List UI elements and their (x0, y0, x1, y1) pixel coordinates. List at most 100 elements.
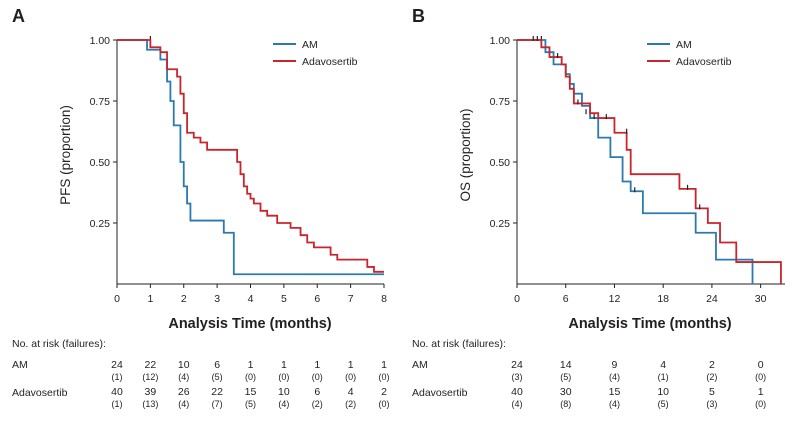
risk-failures: (0) (278, 372, 289, 382)
x-tick-label: 1 (147, 293, 153, 305)
risk-count: 40 (111, 386, 123, 398)
risk-failures: (4) (278, 399, 289, 409)
legend-adavosertib-label: Adavosertib (302, 56, 358, 68)
risk-count: 1 (758, 386, 764, 398)
x-tick-label: 3 (214, 293, 220, 305)
y-tick-label: 0.75 (490, 96, 511, 108)
risk-failures: (5) (212, 372, 223, 382)
panel-b-series (517, 36, 782, 284)
x-tick-label: 0 (514, 293, 520, 305)
risk-failures: (3) (512, 372, 523, 382)
panel-b: B OS (proportion) Analysis Time (months)… (412, 6, 785, 409)
risk-count: 1 (381, 359, 387, 371)
risk-count: 1 (314, 359, 320, 371)
legend-adavosertib-label: Adavosertib (676, 56, 732, 68)
risk-count: 4 (348, 386, 354, 398)
km-curve-adavosertib (117, 39, 384, 273)
risk-count: 6 (314, 386, 320, 398)
risk-count: 22 (211, 386, 223, 398)
risk-count: 14 (560, 359, 572, 371)
x-tick-label: 2 (181, 293, 187, 305)
risk-count: 24 (511, 359, 523, 371)
x-tick-label: 12 (609, 293, 621, 305)
y-tick-label: 1.00 (90, 35, 111, 47)
x-tick-label: 30 (755, 293, 767, 305)
risk-failures: (0) (755, 399, 766, 409)
panel-a-axes: 0 1 2 3 4 5 6 7 8 0.25 0.50 0.75 1.00 (90, 35, 388, 305)
risk-failures: (13) (142, 399, 158, 409)
risk-count: 10 (657, 386, 669, 398)
risk-failures: (8) (560, 399, 571, 409)
x-tick-label: 6 (563, 293, 569, 305)
risk-failures: (0) (755, 372, 766, 382)
risk-count: 15 (245, 386, 257, 398)
risk-count: 10 (278, 386, 290, 398)
x-tick-label: 0 (114, 293, 120, 305)
panel-a-risk-row-am-label: AM (12, 359, 28, 371)
km-curve-am (517, 39, 754, 284)
panel-b-axes: 0 6 12 18 24 30 0.25 0.50 0.75 1.00 (490, 35, 785, 305)
risk-count: 4 (660, 359, 666, 371)
y-tick-label: 0.50 (490, 157, 511, 169)
risk-failures: (0) (379, 372, 390, 382)
x-tick-label: 4 (248, 293, 254, 305)
legend-am-label: AM (302, 39, 318, 51)
risk-count: 2 (709, 359, 715, 371)
x-tick-label: 24 (706, 293, 718, 305)
y-tick-label: 0.25 (90, 218, 111, 230)
risk-failures: (12) (142, 372, 158, 382)
risk-count: 40 (511, 386, 523, 398)
x-tick-label: 8 (381, 293, 387, 305)
panel-a-risk-row-adavosertib-label: Adavosertib (12, 387, 68, 399)
y-tick-label: 0.25 (490, 218, 511, 230)
risk-failures: (4) (178, 399, 189, 409)
panel-a-risk-title: No. at risk (failures): (12, 338, 106, 350)
km-curve-adavosertib (517, 39, 782, 284)
panel-a-series (117, 36, 384, 276)
panel-b-legend: AM Adavosertib (647, 39, 732, 68)
risk-failures: (0) (245, 372, 256, 382)
risk-failures: (3) (706, 399, 717, 409)
x-tick-label: 6 (314, 293, 320, 305)
risk-count: 1 (348, 359, 354, 371)
y-tick-label: 0.50 (90, 157, 111, 169)
risk-failures: (2) (706, 372, 717, 382)
panel-a-y-axis-label: PFS (proportion) (58, 105, 73, 205)
risk-count: 6 (214, 359, 220, 371)
panel-b-letter: B (412, 6, 425, 26)
panel-b-risk-table: No. at risk (failures): AM Adavosertib 2… (412, 338, 766, 409)
risk-failures: (4) (178, 372, 189, 382)
risk-count: 30 (560, 386, 572, 398)
risk-failures: (1) (658, 372, 669, 382)
x-tick-label: 7 (348, 293, 354, 305)
risk-failures: (4) (609, 372, 620, 382)
risk-failures: (0) (379, 399, 390, 409)
panel-a-risk-table: No. at risk (failures): AM Adavosertib 2… (12, 338, 390, 409)
risk-count: 26 (178, 386, 190, 398)
risk-count: 9 (612, 359, 618, 371)
panel-a-x-axis-label: Analysis Time (months) (168, 316, 331, 332)
panel-b-y-axis-label: OS (proportion) (458, 108, 473, 201)
risk-failures: (4) (512, 399, 523, 409)
risk-count: 5 (709, 386, 715, 398)
risk-count: 1 (248, 359, 254, 371)
panel-b-x-axis-label: Analysis Time (months) (568, 316, 731, 332)
panel-a: A PFS (proportion) Analysis Time (months… (12, 6, 390, 409)
y-tick-label: 1.00 (490, 35, 511, 47)
risk-failures: (0) (312, 372, 323, 382)
risk-count: 2 (381, 386, 387, 398)
risk-count: 39 (145, 386, 157, 398)
risk-failures: (2) (345, 399, 356, 409)
risk-failures: (5) (560, 372, 571, 382)
risk-failures: (0) (345, 372, 356, 382)
risk-count: 10 (178, 359, 190, 371)
risk-count: 22 (145, 359, 157, 371)
panel-a-letter: A (12, 6, 25, 26)
x-tick-label: 5 (281, 293, 287, 305)
risk-failures: (1) (112, 372, 123, 382)
panel-a-legend: AM Adavosertib (273, 39, 358, 68)
risk-failures: (7) (212, 399, 223, 409)
risk-count: 1 (281, 359, 287, 371)
risk-failures: (4) (609, 399, 620, 409)
risk-count: 24 (111, 359, 123, 371)
